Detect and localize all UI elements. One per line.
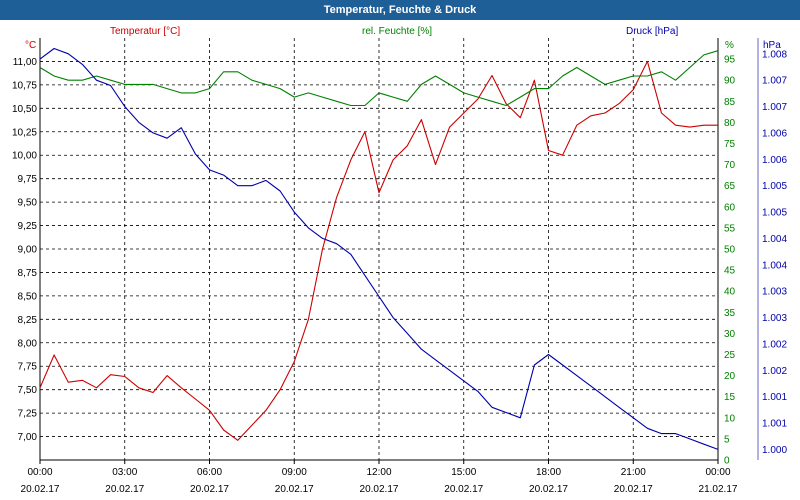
right2-tick-label: 1.001 [762, 392, 787, 403]
right1-tick-label: 55 [724, 223, 736, 234]
left-tick-label: 8,25 [18, 315, 38, 326]
series-line-right2 [39, 47, 719, 450]
right1-tick-label: 60 [724, 202, 736, 213]
right1-tick-label: 15 [724, 392, 736, 403]
right1-tick-label: 90 [724, 76, 736, 87]
right2-tick-label: 1.003 [762, 313, 787, 324]
x-tick-label-date: 20.02.17 [21, 484, 60, 495]
window-title: Temperatur, Feuchte & Druck [0, 0, 800, 20]
right2-tick-label: 1.007 [762, 102, 787, 113]
axes: 00:00 20.02.17 03:00 20.02.17 06:00 20.02.17 0… [12, 38, 787, 495]
right1-axis-label: rel. Feuchte [%] [362, 26, 432, 37]
right1-tick-label: 85 [724, 97, 736, 108]
x-tick-label-date: 20.02.17 [275, 484, 314, 495]
right1-tick-label: 5 [724, 434, 730, 445]
right1-tick-label: 80 [724, 118, 736, 129]
right2-tick-label: 1.003 [762, 287, 787, 298]
x-tick-label-time: 21:00 [621, 467, 646, 478]
left-tick-label: 7,50 [18, 385, 38, 396]
left-tick-label: 11,00 [13, 57, 38, 68]
right1-tick-label: 70 [724, 160, 736, 171]
right1-tick-label: 45 [724, 266, 736, 277]
x-tick-label-date: 20.02.17 [529, 484, 568, 495]
grid [40, 38, 718, 460]
left-tick-label: 10,00 [12, 151, 37, 162]
right2-axis-label: Druck [hPa] [626, 26, 678, 37]
chart: 00:00 20.02.17 03:00 20.02.17 06:00 20.02.17 0… [12, 26, 787, 495]
right2-tick-label: 1.005 [762, 181, 787, 192]
right2-tick-label: 1.004 [762, 234, 787, 245]
right1-tick-label: 65 [724, 181, 736, 192]
right2-tick-label: 1.001 [762, 419, 787, 430]
left-tick-label: 7,25 [18, 409, 38, 420]
right1-tick-label: 25 [724, 350, 736, 361]
x-tick-label-date: 20.02.17 [105, 484, 144, 495]
right2-tick-label: 1.006 [762, 155, 787, 166]
left-tick-label: 9,25 [18, 221, 38, 232]
x-tick-label-time: 18:00 [536, 467, 561, 478]
x-tick-label-date: 20.02.17 [614, 484, 653, 495]
left-axis-label: Temperatur [°C] [110, 26, 180, 37]
right2-tick-label: 1.007 [762, 76, 787, 87]
right2-tick-label: 1.000 [762, 445, 787, 456]
right1-axis-unit: % [725, 40, 734, 51]
series-line-right1 [39, 50, 719, 107]
left-tick-label: 8,75 [18, 268, 38, 279]
right1-tick-label: 30 [724, 329, 736, 340]
right2-tick-label: 1.008 [762, 49, 787, 60]
right2-tick-label: 1.004 [762, 260, 787, 271]
x-tick-label-time: 12:00 [366, 467, 391, 478]
left-tick-label: 10,25 [12, 127, 37, 138]
right1-tick-label: 10 [724, 413, 736, 424]
left-tick-label: 10,50 [12, 104, 37, 115]
right2-tick-label: 1.005 [762, 208, 787, 219]
left-tick-label: 9,75 [18, 174, 38, 185]
left-tick-label: 8,00 [18, 338, 38, 349]
x-tick-label-time: 15:00 [451, 467, 476, 478]
x-tick-label-time: 00:00 [705, 467, 730, 478]
right1-tick-label: 50 [724, 245, 736, 256]
right2-tick-label: 1.002 [762, 339, 787, 350]
right1-tick-label: 20 [724, 371, 736, 382]
x-tick-label-date: 21.02.17 [699, 484, 738, 495]
left-axis-unit: °C [25, 40, 36, 51]
right1-tick-label: 40 [724, 287, 736, 298]
left-tick-label: 9,50 [18, 198, 38, 209]
x-tick-label-time: 00:00 [27, 467, 52, 478]
x-tick-label-time: 03:00 [112, 467, 137, 478]
x-tick-label-time: 09:00 [282, 467, 307, 478]
left-tick-label: 8,50 [18, 291, 38, 302]
left-tick-label: 7,00 [18, 432, 38, 443]
right2-tick-label: 1.006 [762, 128, 787, 139]
series-line-left [39, 60, 718, 441]
x-tick-label-date: 20.02.17 [360, 484, 399, 495]
x-tick-label-date: 20.02.17 [190, 484, 229, 495]
x-tick-label-time: 06:00 [197, 467, 222, 478]
series-lines [39, 47, 719, 450]
x-tick-label-date: 20.02.17 [444, 484, 483, 495]
right1-tick-label: 0 [724, 456, 730, 467]
right1-tick-label: 75 [724, 139, 736, 150]
right2-axis-unit: hPa [763, 40, 781, 51]
left-tick-label: 9,00 [18, 245, 38, 256]
right1-tick-label: 35 [724, 308, 736, 319]
left-tick-label: 10,75 [12, 80, 37, 91]
left-tick-label: 7,75 [18, 362, 38, 373]
right2-tick-label: 1.002 [762, 366, 787, 377]
right1-tick-label: 95 [724, 55, 736, 66]
